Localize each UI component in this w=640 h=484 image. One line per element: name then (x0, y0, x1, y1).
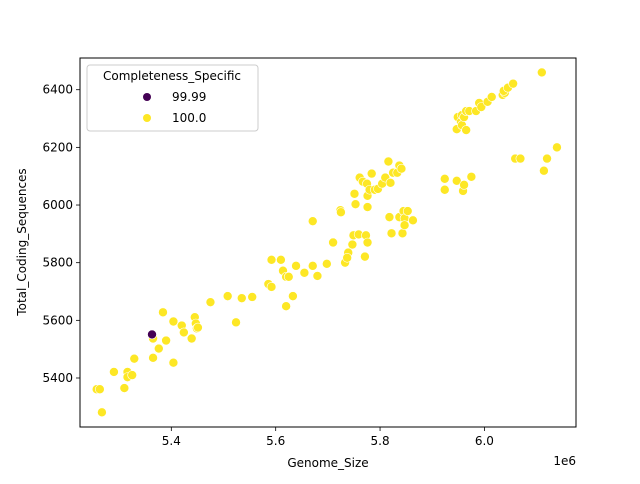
data-point (362, 237, 373, 248)
data-point (127, 370, 137, 380)
data-point (276, 254, 286, 265)
data-point (266, 282, 277, 292)
data-point (179, 327, 189, 338)
legend-marker-100 (143, 114, 151, 122)
data-point (439, 184, 450, 195)
x-axis-label: Genome_Size (287, 456, 368, 470)
data-point (539, 165, 549, 176)
legend-label-100: 100.0 (172, 111, 206, 125)
y-tick-label: 6000 (42, 198, 73, 212)
data-point (161, 335, 171, 346)
x-tick-label: 6.0 (475, 434, 494, 448)
data-point (402, 206, 413, 216)
data-point (486, 92, 497, 102)
data-point (119, 383, 130, 393)
data-point (360, 251, 370, 262)
data-point (328, 237, 338, 248)
data-point (148, 353, 158, 363)
data-point (366, 168, 377, 179)
data-points (91, 67, 562, 418)
data-point (168, 357, 179, 368)
data-point (266, 254, 277, 265)
data-point (193, 322, 203, 333)
y-tick-label: 5400 (42, 371, 73, 385)
y-tick-label: 6200 (42, 140, 73, 154)
x-axis-ticks: 5.4 5.6 5.8 6.0 (162, 427, 494, 448)
data-point (109, 367, 119, 377)
data-point (349, 188, 360, 199)
data-point (552, 142, 562, 153)
data-point (281, 301, 291, 312)
axes-frame (79, 57, 577, 428)
data-point (312, 271, 323, 281)
data-point (347, 239, 358, 250)
y-tick-label: 5800 (42, 256, 73, 270)
data-point (408, 215, 418, 226)
y-axis-label: Total_Coding_Sequences (15, 168, 29, 316)
data-point (222, 291, 233, 301)
data-point (231, 317, 241, 328)
data-point (342, 252, 352, 263)
y-tick-label: 6400 (42, 83, 73, 97)
data-point (384, 212, 395, 222)
data-point (451, 176, 462, 186)
x-tick-label: 5.8 (371, 434, 390, 448)
data-point (350, 199, 361, 209)
data-point (336, 207, 346, 218)
data-point (476, 102, 487, 112)
data-point (307, 216, 318, 226)
data-point (322, 259, 332, 269)
data-point (383, 156, 394, 167)
data-point (147, 329, 157, 340)
data-point (158, 307, 168, 318)
data-point (288, 291, 298, 301)
data-point (307, 261, 318, 271)
data-point (236, 293, 247, 303)
data-point (283, 272, 294, 282)
y-tick-label: 5600 (42, 313, 73, 327)
data-point (362, 202, 373, 212)
data-point (291, 261, 301, 271)
legend-marker-99-99 (143, 93, 151, 101)
data-point (95, 384, 105, 395)
data-point (386, 228, 397, 239)
data-point (399, 220, 410, 231)
data-point (537, 67, 547, 78)
legend-box (86, 64, 259, 132)
data-point (153, 343, 164, 354)
data-point (439, 173, 450, 184)
x-tick-label: 5.6 (266, 434, 285, 448)
x-tick-label: 5.4 (162, 434, 181, 448)
data-point (461, 125, 471, 135)
y-axis-ticks: 5400 5600 5800 6000 6200 6400 (42, 83, 80, 385)
data-point (205, 297, 216, 307)
legend: Completeness_Specific 99.99 100.0 (86, 64, 259, 132)
data-point (542, 153, 552, 164)
data-point (247, 292, 258, 302)
data-point (299, 267, 310, 278)
data-point (466, 171, 477, 182)
data-point (168, 316, 179, 327)
data-point (508, 78, 518, 89)
legend-title: Completeness_Specific (103, 69, 241, 83)
data-point (397, 228, 408, 239)
legend-label-99-99: 99.99 (172, 90, 206, 104)
data-point (396, 163, 407, 174)
data-point (515, 153, 526, 164)
data-point (97, 407, 107, 418)
data-point (186, 333, 197, 344)
data-point (459, 180, 469, 190)
x-axis-offset-label: 1e6 (553, 454, 576, 468)
data-point (129, 353, 140, 364)
data-point (385, 178, 396, 188)
